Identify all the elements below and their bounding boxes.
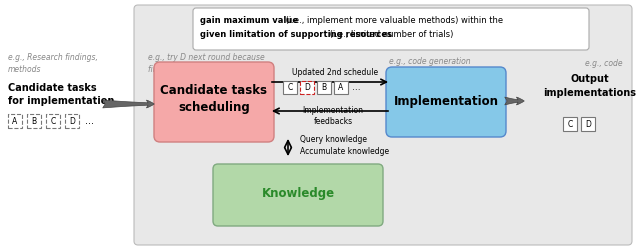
Text: D: D — [304, 83, 310, 92]
Polygon shape — [581, 117, 595, 131]
Text: Candidate tasks
scheduling: Candidate tasks scheduling — [161, 84, 268, 114]
Text: e.g., code: e.g., code — [585, 59, 623, 67]
Polygon shape — [334, 81, 348, 94]
Polygon shape — [317, 81, 331, 94]
Polygon shape — [283, 81, 297, 94]
Text: given limitation of supporting resources: given limitation of supporting resources — [200, 29, 392, 39]
Text: ...: ... — [352, 83, 360, 92]
Text: B: B — [31, 117, 36, 125]
Text: B: B — [321, 83, 326, 92]
Text: ...: ... — [85, 116, 94, 126]
Text: e.g., try D next round because
finishing D will be helpful to B: e.g., try D next round because finishing… — [148, 53, 265, 74]
FancyBboxPatch shape — [134, 5, 632, 245]
FancyBboxPatch shape — [213, 164, 383, 226]
Text: A: A — [339, 83, 344, 92]
Polygon shape — [46, 114, 60, 128]
Text: Knowledge: Knowledge — [261, 187, 335, 200]
Text: C: C — [287, 83, 292, 92]
Polygon shape — [300, 81, 314, 94]
Text: C: C — [568, 120, 573, 128]
Polygon shape — [8, 114, 22, 128]
Text: Query knowledge: Query knowledge — [300, 135, 367, 144]
Text: Candidate tasks
for implementation: Candidate tasks for implementation — [8, 83, 115, 106]
Text: D: D — [69, 117, 75, 125]
Text: e.g., code generation: e.g., code generation — [389, 57, 471, 65]
Polygon shape — [65, 114, 79, 128]
Text: gain maximum value: gain maximum value — [200, 15, 298, 24]
Text: (i.e., limited number of trials): (i.e., limited number of trials) — [327, 29, 453, 39]
FancyBboxPatch shape — [193, 8, 589, 50]
Text: C: C — [51, 117, 56, 125]
Polygon shape — [563, 117, 577, 131]
Text: A: A — [12, 117, 18, 125]
Text: Implementation: Implementation — [394, 95, 499, 108]
Text: Accumulate knowledge: Accumulate knowledge — [300, 147, 389, 157]
FancyBboxPatch shape — [154, 62, 274, 142]
FancyBboxPatch shape — [386, 67, 506, 137]
Text: (i.e., implement more valuable methods) within the: (i.e., implement more valuable methods) … — [283, 15, 503, 24]
Text: Implementation
feedbacks: Implementation feedbacks — [303, 106, 364, 126]
Polygon shape — [27, 114, 41, 128]
Text: D: D — [585, 120, 591, 128]
Text: Output
implementations: Output implementations — [543, 74, 637, 98]
Text: e.g., Research findings,
methods: e.g., Research findings, methods — [8, 53, 98, 74]
Text: Updated 2nd schedule: Updated 2nd schedule — [292, 67, 378, 76]
